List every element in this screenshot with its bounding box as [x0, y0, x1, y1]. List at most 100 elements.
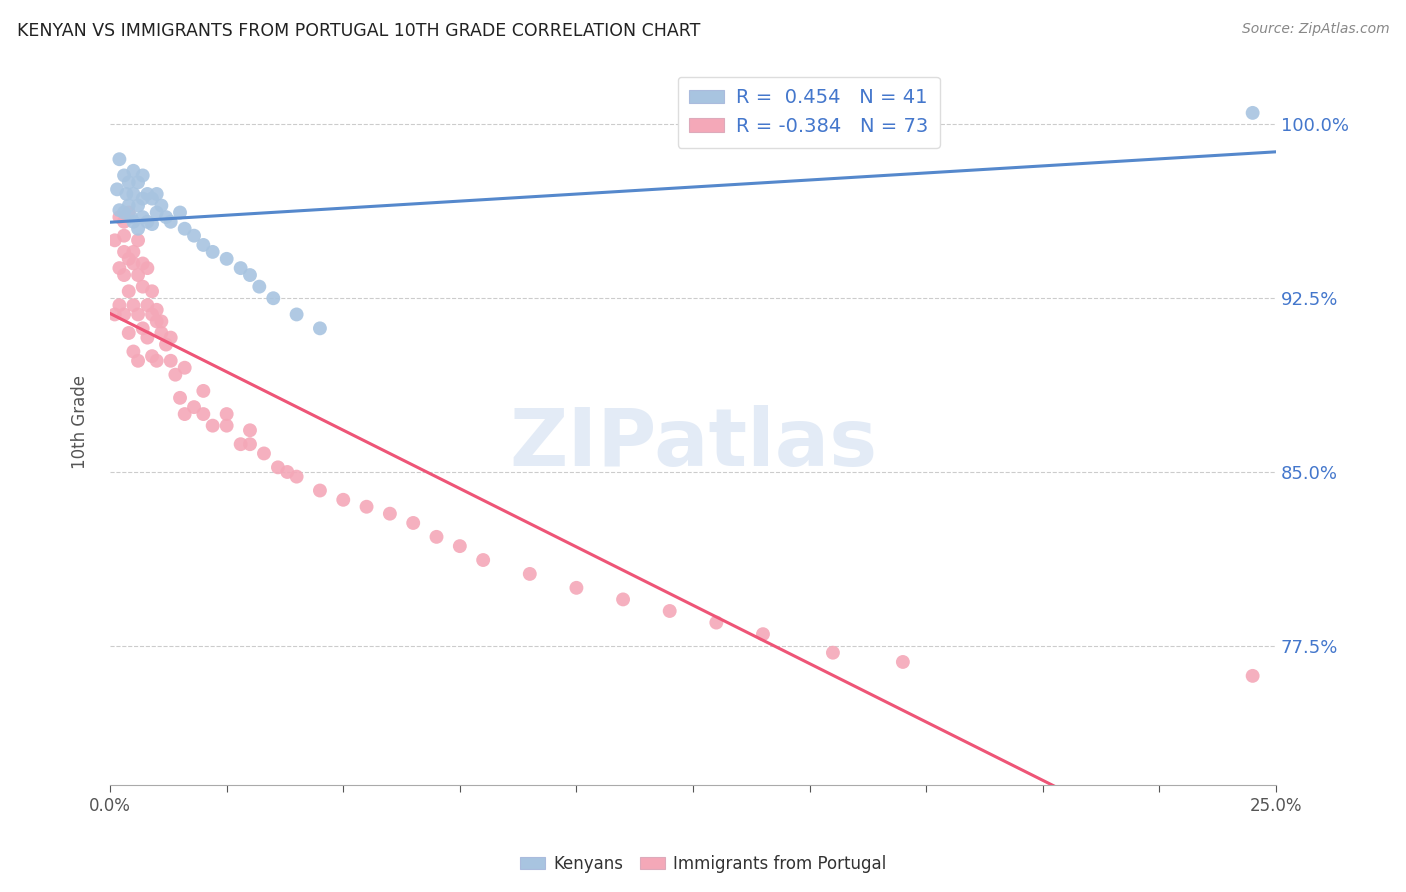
Point [136, 186, 159, 201]
Point [229, 261, 252, 276]
Point [193, 238, 215, 252]
Point [141, 285, 163, 299]
Point [155, 210, 177, 224]
Point [173, 407, 195, 421]
Point [752, 627, 775, 641]
Point [159, 353, 181, 368]
Point [112, 268, 135, 282]
Point [112, 244, 135, 259]
Point [1241, 669, 1264, 683]
Point [519, 566, 541, 581]
Point [173, 360, 195, 375]
Point [122, 186, 145, 201]
Point [145, 186, 167, 201]
Point [285, 469, 308, 483]
Point [239, 423, 262, 437]
Point [112, 169, 135, 183]
Point [145, 302, 167, 317]
Point [449, 539, 471, 553]
Point [183, 228, 205, 243]
Point [309, 483, 332, 498]
Point [122, 256, 145, 270]
Point [112, 228, 135, 243]
Point [145, 314, 167, 328]
Point [704, 112, 727, 127]
Point [821, 646, 844, 660]
Point [108, 203, 131, 218]
Point [239, 437, 262, 451]
Point [658, 604, 681, 618]
Point [1241, 106, 1264, 120]
Point [402, 516, 425, 530]
Point [215, 418, 238, 433]
Point [215, 407, 238, 421]
Point [132, 279, 155, 293]
Point [150, 198, 173, 212]
Point [201, 244, 224, 259]
Point [127, 308, 149, 322]
Point [122, 244, 145, 259]
Point [356, 500, 378, 514]
Point [425, 530, 447, 544]
Point [132, 169, 155, 183]
Point [229, 437, 252, 451]
Legend: Kenyans, Immigrants from Portugal: Kenyans, Immigrants from Portugal [513, 848, 893, 880]
Point [127, 221, 149, 235]
Point [247, 279, 270, 293]
Point [108, 210, 131, 224]
Point [118, 252, 141, 266]
Point [132, 256, 155, 270]
Point [378, 507, 401, 521]
Point [253, 446, 276, 460]
Point [239, 268, 262, 282]
Point [112, 308, 135, 322]
Point [183, 400, 205, 414]
Point [127, 353, 149, 368]
Text: Source: ZipAtlas.com: Source: ZipAtlas.com [1241, 22, 1389, 37]
Point [104, 233, 127, 247]
Point [612, 592, 634, 607]
Point [118, 326, 141, 340]
Point [145, 205, 167, 219]
Text: ZIPatlas: ZIPatlas [509, 405, 877, 483]
Point [108, 298, 131, 312]
Point [472, 553, 495, 567]
Text: KENYAN VS IMMIGRANTS FROM PORTUGAL 10TH GRADE CORRELATION CHART: KENYAN VS IMMIGRANTS FROM PORTUGAL 10TH … [17, 22, 700, 40]
Point [267, 460, 290, 475]
Point [145, 353, 167, 368]
Point [159, 215, 181, 229]
Point [704, 615, 727, 630]
Point [127, 268, 149, 282]
Legend: R =  0.454   N = 41, R = -0.384   N = 73: R = 0.454 N = 41, R = -0.384 N = 73 [678, 77, 939, 148]
Point [132, 210, 155, 224]
Point [141, 192, 163, 206]
Point [141, 349, 163, 363]
Point [127, 198, 149, 212]
Point [118, 175, 141, 189]
Point [565, 581, 588, 595]
Point [112, 215, 135, 229]
Point [285, 308, 308, 322]
Point [159, 330, 181, 344]
Point [105, 182, 128, 196]
Point [169, 391, 191, 405]
Point [276, 465, 298, 479]
Point [169, 205, 191, 219]
Point [141, 217, 163, 231]
Point [150, 314, 173, 328]
Point [127, 233, 149, 247]
Point [122, 163, 145, 178]
Point [118, 205, 141, 219]
Point [127, 175, 149, 189]
Point [309, 321, 332, 335]
Point [115, 186, 138, 201]
Point [150, 326, 173, 340]
Point [112, 205, 135, 219]
Point [332, 492, 354, 507]
Point [136, 330, 159, 344]
Point [132, 192, 155, 206]
Point [136, 215, 159, 229]
Point [201, 418, 224, 433]
Point [120, 210, 142, 224]
Point [262, 291, 284, 305]
